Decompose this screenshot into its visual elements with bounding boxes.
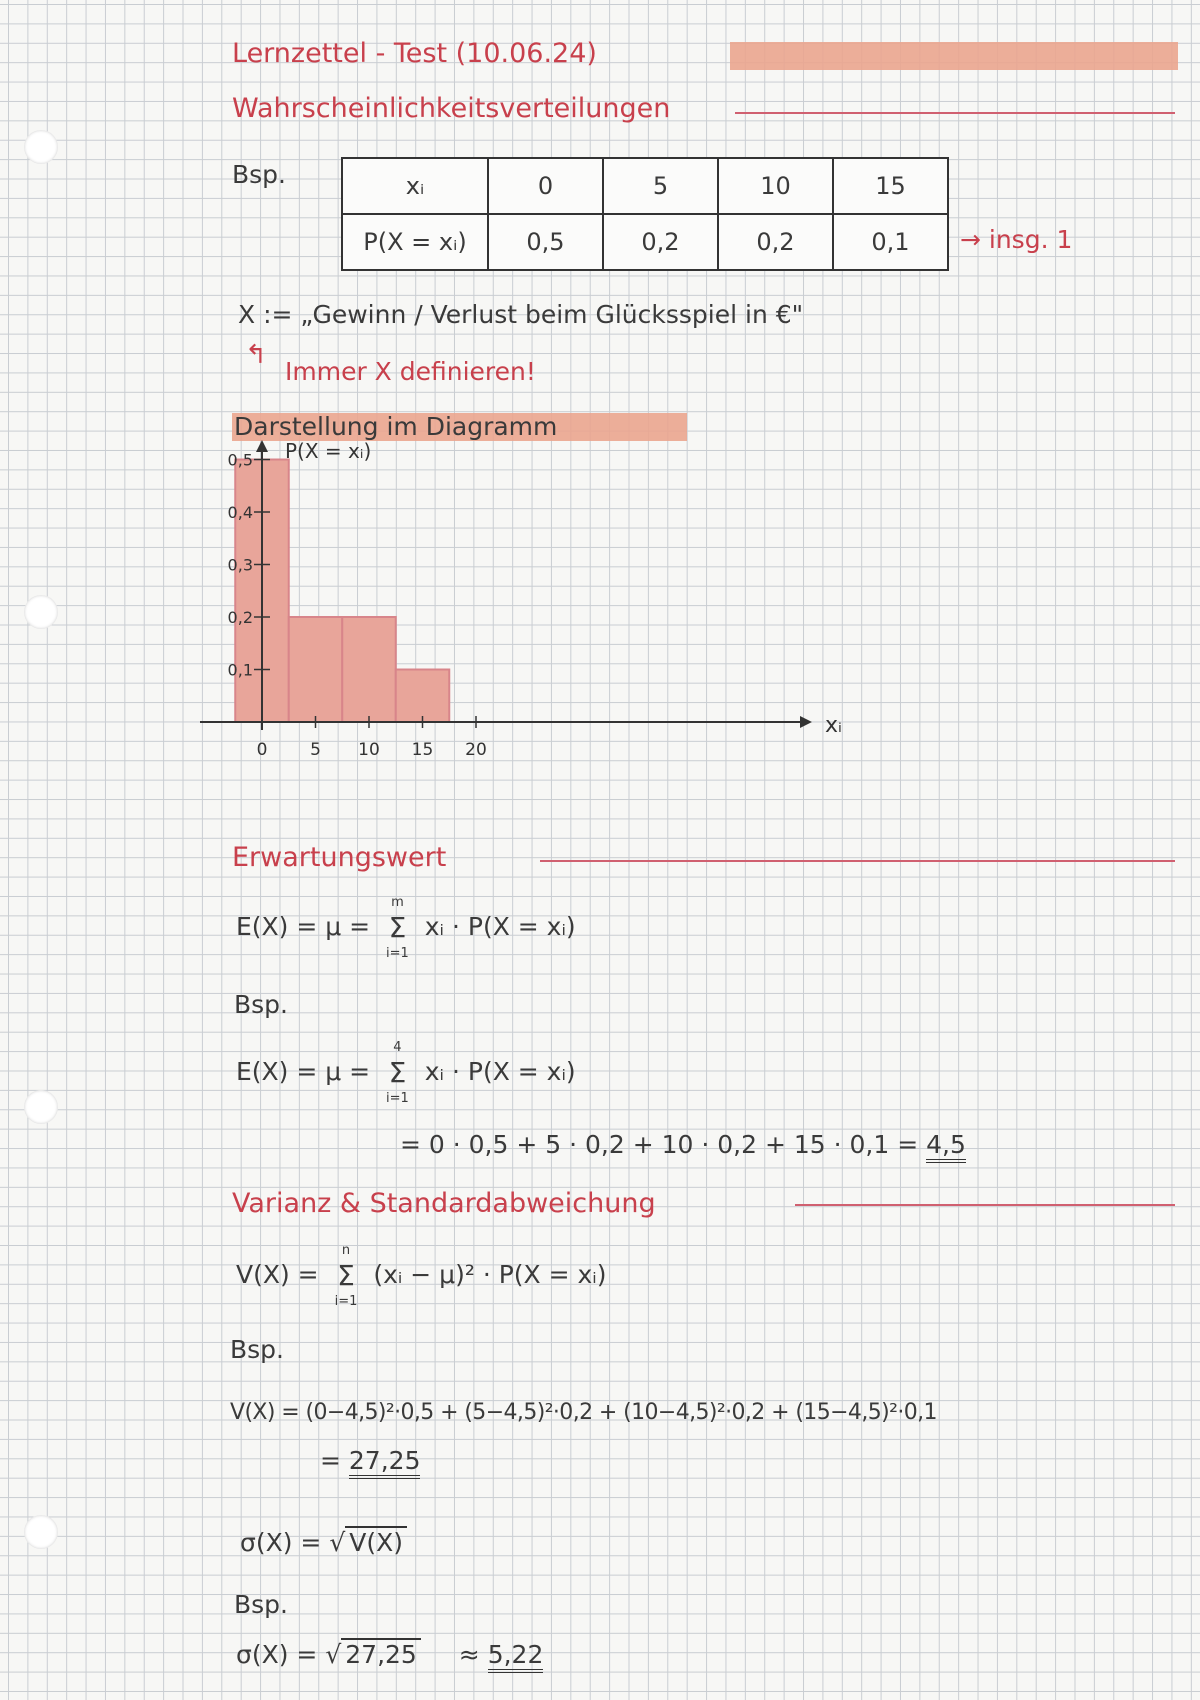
example-label: Bsp. <box>232 160 286 189</box>
sum-upper-limit: 4 <box>393 1040 402 1055</box>
table-row: P(X = xᵢ) 0,5 0,2 0,2 0,1 <box>341 213 949 271</box>
std-dev-result: 5,22 <box>487 1640 544 1673</box>
sigma-formula: σ(X) = √ V(X) <box>240 1526 408 1557</box>
sum-lower-limit: i=1 <box>386 946 409 961</box>
variance-result: 27,25 <box>348 1446 421 1479</box>
probability-bar-chart: xᵢ P(X = xᵢ) 0 5 10 15 20 0,1 0,2 0,3 0,4 0,5 <box>200 440 842 760</box>
section-heading: Wahrscheinlichkeitsverteilungen <box>232 93 671 124</box>
y-tick-label: 0,4 <box>228 503 253 522</box>
punch-hole <box>24 130 58 164</box>
equals-sign: = <box>320 1446 341 1475</box>
sigma-icon: Σ <box>388 1056 407 1089</box>
calc-text: = 0 · 0,5 + 5 · 0,2 + 10 · 0,2 + 15 · 0,… <box>400 1130 919 1159</box>
heading-highlight <box>232 413 687 441</box>
approx-sign: ≈ <box>458 1640 480 1669</box>
heading-rule <box>540 860 1175 862</box>
heading-rule <box>795 1204 1175 1206</box>
sigma-icon: Σ <box>388 911 407 944</box>
example-label: Bsp. <box>230 1335 284 1364</box>
bar <box>341 616 397 723</box>
expected-value-result: 4,5 <box>926 1130 966 1163</box>
table-cell: 10 <box>717 157 834 215</box>
formula-lhs: E(X) = μ = <box>236 912 371 941</box>
arrow-up-icon: ↰ <box>245 340 267 370</box>
reminder-note: Immer X definieren! <box>285 357 536 386</box>
table-cell: 15 <box>832 157 949 215</box>
table-header: P(X = xᵢ) <box>341 213 489 271</box>
table-cell: 0,1 <box>832 213 949 271</box>
table-cell: 0,5 <box>487 213 604 271</box>
x-tick-label: 10 <box>358 740 380 760</box>
formula-lhs: σ(X) = <box>240 1528 322 1557</box>
variance-result-line: = 27,25 <box>320 1446 421 1479</box>
variance-calc: V(X) = (0−4,5)²·0,5 + (5−4,5)²·0,2 + (10… <box>230 1400 938 1425</box>
total-note: → insg. 1 <box>960 225 1073 254</box>
y-axis-arrow-icon <box>256 440 268 452</box>
punch-hole <box>24 595 58 629</box>
y-axis-label: P(X = xᵢ) <box>285 440 371 463</box>
section-heading: Erwartungswert <box>232 842 447 873</box>
table-header: xᵢ <box>341 157 489 215</box>
section-heading: Darstellung im Diagramm <box>234 412 558 441</box>
punch-hole <box>24 1090 58 1124</box>
x-tick-label: 5 <box>310 740 321 760</box>
x-tick-label: 15 <box>412 740 434 760</box>
example-label: Bsp. <box>234 1590 288 1619</box>
sum-lower-limit: i=1 <box>334 1294 358 1309</box>
variable-definition: X := „Gewinn / Verlust beim Glücksspiel … <box>238 300 804 329</box>
radicand: V(X) <box>345 1526 408 1557</box>
formula-lhs: σ(X) = <box>236 1640 318 1669</box>
distribution-table: xᵢ 0 5 10 15 P(X = xᵢ) 0,5 0,2 0,2 0,1 <box>341 157 949 271</box>
formula-rhs: xᵢ · P(X = xᵢ) <box>424 1057 576 1086</box>
section-heading: Varianz & Standardabweichung <box>232 1188 656 1219</box>
formula-lhs: V(X) = <box>236 1260 319 1289</box>
bar <box>394 668 451 723</box>
y-tick-label: 0,1 <box>228 661 253 680</box>
x-tick-label: 0 <box>257 740 268 760</box>
y-tick-label: 0,5 <box>228 451 253 470</box>
formula-rhs: (xᵢ − μ)² · P(X = xᵢ) <box>373 1260 607 1289</box>
table-cell: 5 <box>602 157 719 215</box>
x-axis-label: xᵢ <box>825 713 842 738</box>
sigma-icon: Σ <box>337 1259 355 1292</box>
heading-rule <box>735 112 1175 114</box>
y-tick-label: 0,2 <box>228 608 253 627</box>
sum-upper-limit: n <box>341 1243 351 1258</box>
sigma-example: σ(X) = √ 27,25 ≈ 5,22 <box>236 1638 544 1673</box>
y-tick-label: 0,3 <box>228 556 253 575</box>
title-highlight <box>730 42 1178 70</box>
expected-value-calc: = 0 · 0,5 + 5 · 0,2 + 10 · 0,2 + 15 · 0,… <box>400 1130 966 1163</box>
radicand: 27,25 <box>341 1638 421 1669</box>
punch-hole <box>24 1515 58 1549</box>
table-row: xᵢ 0 5 10 15 <box>341 157 949 215</box>
table-cell: 0,2 <box>717 213 834 271</box>
sqrt-icon: √ <box>325 1640 342 1669</box>
x-tick-label: 20 <box>465 740 487 760</box>
sqrt-icon: √ <box>329 1528 346 1557</box>
page-title: Lernzettel - Test (10.06.24) <box>232 38 597 69</box>
x-axis-arrow-icon <box>800 716 812 728</box>
sum-upper-limit: m <box>391 895 404 910</box>
sum-lower-limit: i=1 <box>386 1091 409 1106</box>
formula-lhs: E(X) = μ = <box>236 1057 371 1086</box>
table-cell: 0 <box>487 157 604 215</box>
example-label: Bsp. <box>234 990 288 1019</box>
table-cell: 0,2 <box>602 213 719 271</box>
bar <box>287 616 344 723</box>
formula-rhs: xᵢ · P(X = xᵢ) <box>424 912 576 941</box>
